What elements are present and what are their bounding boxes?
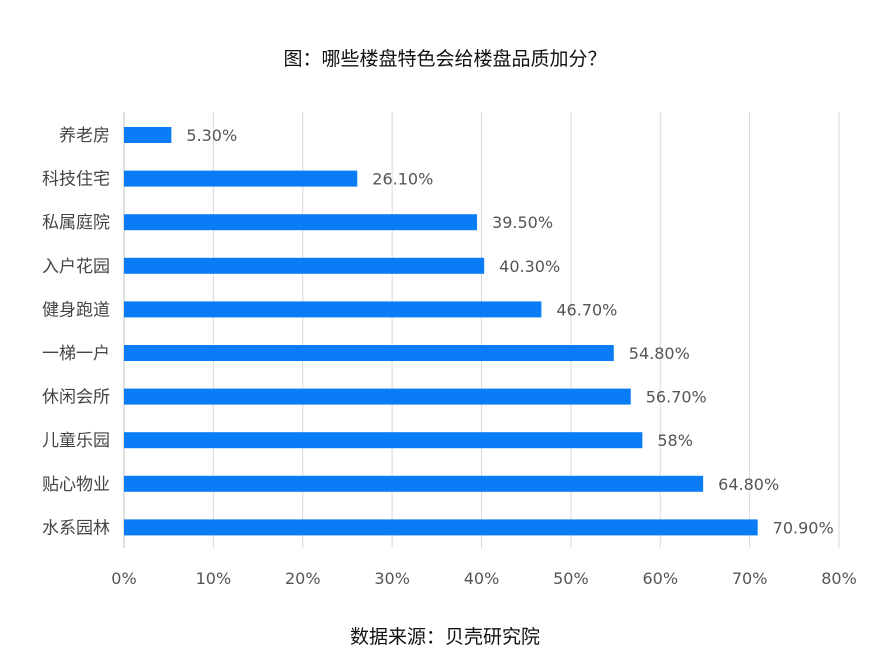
x-tick-label: 20% xyxy=(285,569,321,588)
data-label: 26.10% xyxy=(372,170,433,189)
source-note: 数据来源：贝壳研究院 xyxy=(349,626,540,648)
category-label: 科技住宅 xyxy=(42,170,110,190)
data-label: 70.90% xyxy=(773,518,834,537)
data-label: 40.30% xyxy=(499,257,560,276)
x-tick-label: 40% xyxy=(464,569,500,588)
data-label: 58% xyxy=(657,431,693,450)
data-label: 56.70% xyxy=(646,388,707,407)
category-label: 健身跑道 xyxy=(42,300,110,320)
bar xyxy=(124,432,643,449)
category-label: 一梯一户 xyxy=(42,344,110,364)
bar xyxy=(124,301,542,318)
data-label: 39.50% xyxy=(492,213,553,232)
category-label: 休闲会所 xyxy=(42,388,110,408)
bar xyxy=(124,214,478,231)
data-labels: 5.30% 26.10% 39.50% 40.30% 46.70% 54.80% 56.70… xyxy=(186,126,833,537)
category-label: 儿童乐园 xyxy=(42,431,110,451)
category-label: 入户花园 xyxy=(42,257,110,277)
category-label: 水系园林 xyxy=(42,518,110,538)
category-label: 养老房 xyxy=(59,126,110,146)
data-label: 46.70% xyxy=(556,300,617,319)
category-label: 贴心物业 xyxy=(42,475,110,495)
x-axis-tick-labels: 0% 10% 20% 30% 40% 50% 60% 70% 80% xyxy=(111,569,856,588)
x-tick-label: 60% xyxy=(642,569,678,588)
x-tick-label: 80% xyxy=(821,569,857,588)
bar xyxy=(124,345,614,361)
bar xyxy=(124,127,172,143)
gridlines xyxy=(123,112,840,548)
x-tick-label: 50% xyxy=(553,569,589,588)
bars xyxy=(124,127,758,536)
category-label: 私属庭院 xyxy=(42,213,110,233)
bar xyxy=(124,170,358,187)
x-tick-label: 0% xyxy=(111,569,136,588)
data-label: 54.80% xyxy=(629,344,690,363)
chart-title: 图：哪些楼盘特色会给楼盘品质加分？ xyxy=(283,48,607,70)
bar xyxy=(124,519,758,536)
x-tick-label: 70% xyxy=(732,569,768,588)
bar xyxy=(124,388,631,405)
data-label: 64.80% xyxy=(718,475,779,494)
x-tick-label: 30% xyxy=(374,569,410,588)
data-label: 5.30% xyxy=(186,126,237,145)
x-tick-label: 10% xyxy=(196,569,232,588)
bar xyxy=(124,257,485,274)
bar xyxy=(124,475,704,492)
